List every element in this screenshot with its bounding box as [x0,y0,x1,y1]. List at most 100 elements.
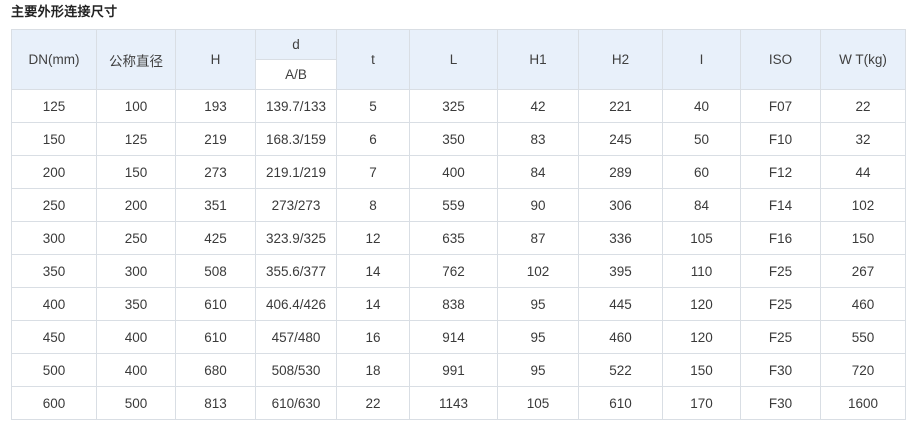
cell-d: 323.9/325 [255,221,337,255]
cell-t: 8 [336,188,410,222]
cell-h: 610 [175,320,256,354]
cell-nominal-diameter: 350 [96,287,176,321]
cell-t: 22 [336,386,410,420]
cell-l: 635 [409,221,498,255]
cell-h: 680 [175,353,256,387]
cell-wt: 720 [820,353,906,387]
column-header-h1: H1 [497,29,579,90]
column-header-iso: ISO [740,29,821,90]
cell-t: 12 [336,221,410,255]
cell-d: 273/273 [255,188,337,222]
cell-l: 325 [409,89,498,123]
table-row: 400 350 610 406.4/426 14 838 95 445 120 F25 460 [11,287,906,321]
cell-h1: 90 [497,188,579,222]
cell-nominal-diameter: 300 [96,254,176,288]
column-header-l: L [409,29,498,90]
dimensions-table: DN(mm) 公称直径 H d t L H1 H2 I ISO W T(kg) … [11,29,906,420]
cell-dn: 150 [11,122,97,156]
cell-h: 219 [175,122,256,156]
cell-l: 838 [409,287,498,321]
cell-t: 18 [336,353,410,387]
cell-t: 14 [336,287,410,321]
header-row-primary: DN(mm) 公称直径 H d t L H1 H2 I ISO W T(kg) [11,29,906,90]
cell-dn: 125 [11,89,97,123]
cell-nominal-diameter: 100 [96,89,176,123]
cell-h: 425 [175,221,256,255]
cell-d: 355.6/377 [255,254,337,288]
cell-d: 406.4/426 [255,287,337,321]
cell-dn: 300 [11,221,97,255]
table-row: 125 100 193 139.7/133 5 325 42 221 40 F07 22 [11,89,906,123]
cell-t: 14 [336,254,410,288]
cell-nominal-diameter: 150 [96,155,176,189]
cell-iso: F14 [740,188,821,222]
cell-h1: 95 [497,320,579,354]
cell-l: 762 [409,254,498,288]
cell-iso: F12 [740,155,821,189]
cell-i: 40 [662,89,741,123]
column-header-nominal-diameter: 公称直径 [96,29,176,90]
cell-wt: 550 [820,320,906,354]
cell-h2: 289 [578,155,663,189]
column-subheader-d-ab: A/B [255,59,337,90]
page-title: 主要外形连接尺寸 [11,4,118,19]
cell-i: 50 [662,122,741,156]
cell-wt: 150 [820,221,906,255]
cell-d: 219.1/219 [255,155,337,189]
cell-h1: 42 [497,89,579,123]
cell-dn: 500 [11,353,97,387]
cell-h: 508 [175,254,256,288]
table-row: 500 400 680 508/530 18 991 95 522 150 F30 720 [11,353,906,387]
cell-h2: 610 [578,386,663,420]
cell-l: 914 [409,320,498,354]
table-row: 200 150 273 219.1/219 7 400 84 289 60 F12 44 [11,155,906,189]
cell-h: 273 [175,155,256,189]
cell-h: 193 [175,89,256,123]
cell-h: 813 [175,386,256,420]
table-body: 125 100 193 139.7/133 5 325 42 221 40 F07 22 150 125… [11,89,906,420]
cell-dn: 250 [11,188,97,222]
cell-wt: 22 [820,89,906,123]
cell-i: 120 [662,287,741,321]
cell-i: 84 [662,188,741,222]
cell-wt: 32 [820,122,906,156]
table-row: 600 500 813 610/630 22 1143 105 610 170 F30 1600 [11,386,906,420]
cell-h2: 306 [578,188,663,222]
cell-iso: F16 [740,221,821,255]
cell-d: 139.7/133 [255,89,337,123]
cell-iso: F25 [740,254,821,288]
cell-h: 351 [175,188,256,222]
cell-dn: 350 [11,254,97,288]
cell-iso: F30 [740,386,821,420]
cell-i: 150 [662,353,741,387]
cell-i: 60 [662,155,741,189]
dimensions-table-container: DN(mm) 公称直径 H d t L H1 H2 I ISO W T(kg) … [11,29,906,420]
cell-l: 1143 [409,386,498,420]
cell-iso: F25 [740,320,821,354]
column-header-wt: W T(kg) [820,29,906,90]
cell-l: 991 [409,353,498,387]
cell-nominal-diameter: 250 [96,221,176,255]
cell-dn: 200 [11,155,97,189]
cell-h2: 336 [578,221,663,255]
cell-nominal-diameter: 400 [96,353,176,387]
column-header-h2: H2 [578,29,663,90]
cell-h2: 460 [578,320,663,354]
cell-l: 350 [409,122,498,156]
cell-h2: 395 [578,254,663,288]
cell-iso: F30 [740,353,821,387]
cell-i: 110 [662,254,741,288]
cell-nominal-diameter: 400 [96,320,176,354]
table-row: 350 300 508 355.6/377 14 762 102 395 110 F25 267 [11,254,906,288]
cell-h1: 83 [497,122,579,156]
cell-wt: 460 [820,287,906,321]
cell-h: 610 [175,287,256,321]
table-row: 450 400 610 457/480 16 914 95 460 120 F25 550 [11,320,906,354]
cell-h2: 445 [578,287,663,321]
cell-i: 120 [662,320,741,354]
cell-t: 6 [336,122,410,156]
cell-wt: 1600 [820,386,906,420]
cell-h2: 245 [578,122,663,156]
cell-nominal-diameter: 200 [96,188,176,222]
